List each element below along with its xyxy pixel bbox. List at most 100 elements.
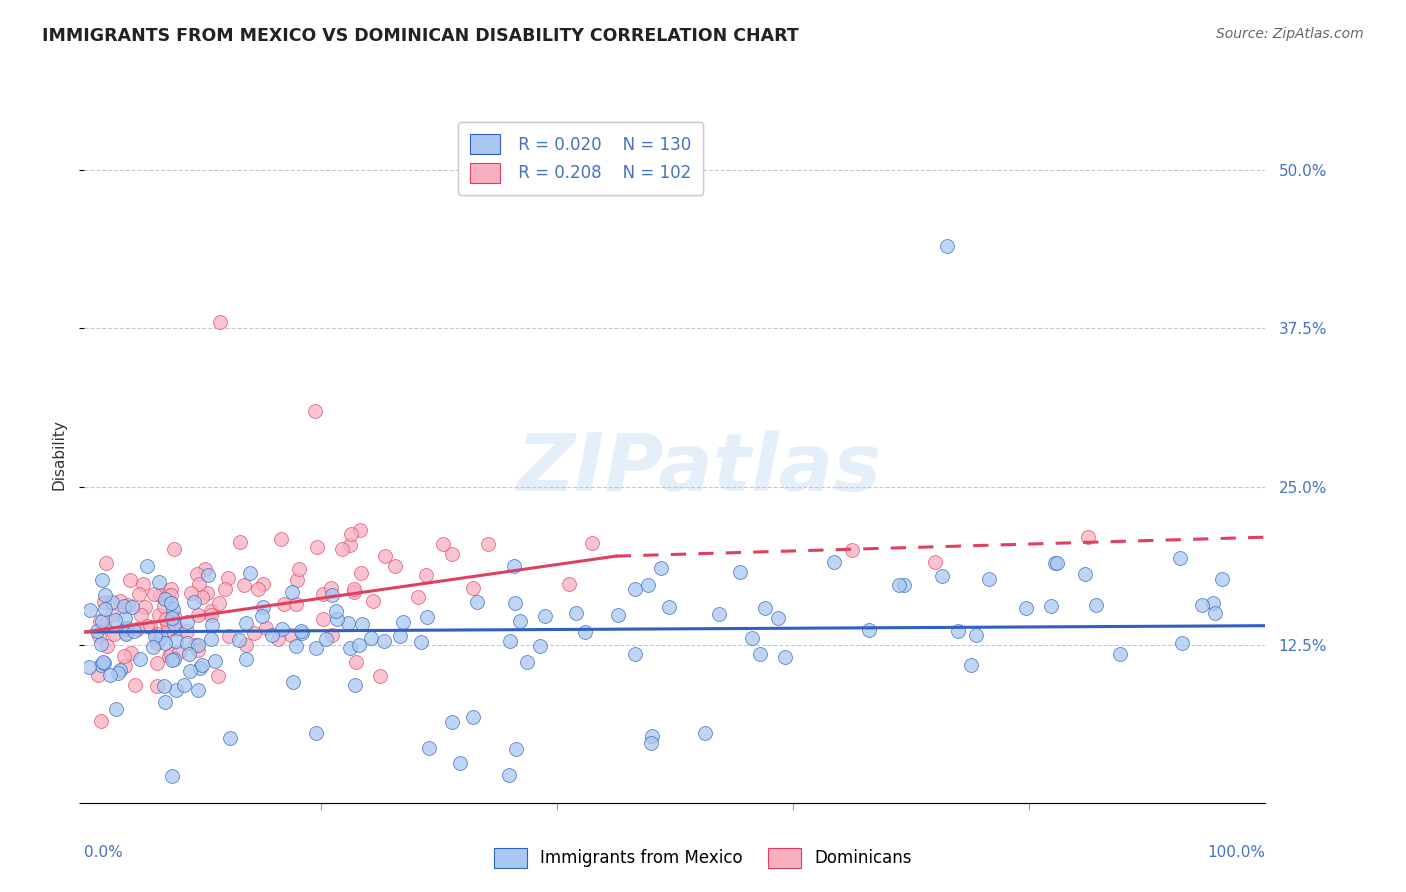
Point xyxy=(960,657,983,672)
Point xyxy=(200,608,222,623)
Text: Source: ZipAtlas.com: Source: ZipAtlas.com xyxy=(1216,27,1364,41)
Point xyxy=(101,607,124,622)
Point xyxy=(340,526,363,541)
Point xyxy=(153,599,176,614)
Point xyxy=(235,615,257,630)
Point xyxy=(509,614,531,628)
Point xyxy=(143,587,166,601)
Point xyxy=(197,568,219,582)
Point xyxy=(146,679,169,693)
Point xyxy=(841,542,863,557)
Point xyxy=(162,601,184,615)
Point xyxy=(284,597,307,611)
Point xyxy=(748,647,770,661)
Point xyxy=(194,561,217,575)
Point xyxy=(558,577,581,591)
Point xyxy=(121,600,143,615)
Point xyxy=(235,638,257,652)
Point xyxy=(461,710,484,724)
Point xyxy=(114,659,136,673)
Point xyxy=(93,588,115,602)
Point xyxy=(124,624,146,639)
Point xyxy=(516,656,538,670)
Point xyxy=(90,714,112,729)
Point xyxy=(239,566,262,581)
Point xyxy=(191,590,214,604)
Point xyxy=(304,725,326,739)
Point xyxy=(1171,636,1194,650)
Point xyxy=(153,636,176,650)
Point xyxy=(98,668,121,682)
Point xyxy=(707,607,730,622)
Point xyxy=(160,582,183,597)
Point xyxy=(165,622,187,636)
Point xyxy=(273,597,295,611)
Point xyxy=(233,578,256,592)
Point xyxy=(90,574,112,588)
Y-axis label: Disability: Disability xyxy=(51,419,66,491)
Point xyxy=(360,632,382,646)
Point xyxy=(184,638,207,652)
Point xyxy=(1046,556,1069,570)
Point xyxy=(326,612,349,626)
Point xyxy=(409,634,432,648)
Point xyxy=(187,643,209,657)
Point xyxy=(159,588,181,602)
Point xyxy=(1039,599,1062,614)
Point xyxy=(117,621,139,635)
Point xyxy=(204,654,226,668)
Point xyxy=(153,592,176,607)
Point xyxy=(93,601,115,615)
Point xyxy=(339,538,361,552)
Point xyxy=(449,756,471,771)
Point xyxy=(163,616,186,631)
Point xyxy=(640,736,662,750)
Point xyxy=(349,523,371,537)
Point xyxy=(160,612,183,626)
Point xyxy=(79,603,101,617)
Point xyxy=(104,613,127,627)
Point xyxy=(200,604,222,618)
Point xyxy=(105,701,128,715)
Point xyxy=(565,606,588,620)
Point xyxy=(499,634,522,648)
Point xyxy=(179,664,201,678)
Point xyxy=(252,576,274,591)
Point xyxy=(330,542,353,557)
Point xyxy=(101,595,124,609)
Point xyxy=(498,768,520,782)
Point xyxy=(287,562,309,576)
Point xyxy=(114,627,136,641)
Point xyxy=(250,609,273,624)
Point xyxy=(90,657,112,672)
Point xyxy=(1202,596,1225,610)
Point xyxy=(505,596,527,610)
Point xyxy=(114,622,136,636)
Point xyxy=(117,598,139,612)
Point xyxy=(730,565,752,579)
Point xyxy=(87,628,110,642)
Point xyxy=(773,649,796,664)
Point xyxy=(191,658,214,673)
Point xyxy=(96,557,118,571)
Point xyxy=(252,599,274,614)
Point xyxy=(344,655,367,669)
Point xyxy=(214,582,236,596)
Point xyxy=(347,638,370,652)
Point xyxy=(931,568,953,582)
Point xyxy=(160,596,183,610)
Point xyxy=(312,587,335,601)
Point xyxy=(441,547,464,561)
Point xyxy=(155,612,177,626)
Point xyxy=(312,612,335,626)
Point xyxy=(90,637,112,651)
Point xyxy=(103,627,125,641)
Point xyxy=(461,581,484,595)
Point xyxy=(624,582,647,596)
Point xyxy=(118,574,141,588)
Point xyxy=(361,594,384,608)
Point xyxy=(77,660,100,674)
Point xyxy=(165,682,187,697)
Point xyxy=(924,556,946,570)
Point xyxy=(228,632,250,647)
